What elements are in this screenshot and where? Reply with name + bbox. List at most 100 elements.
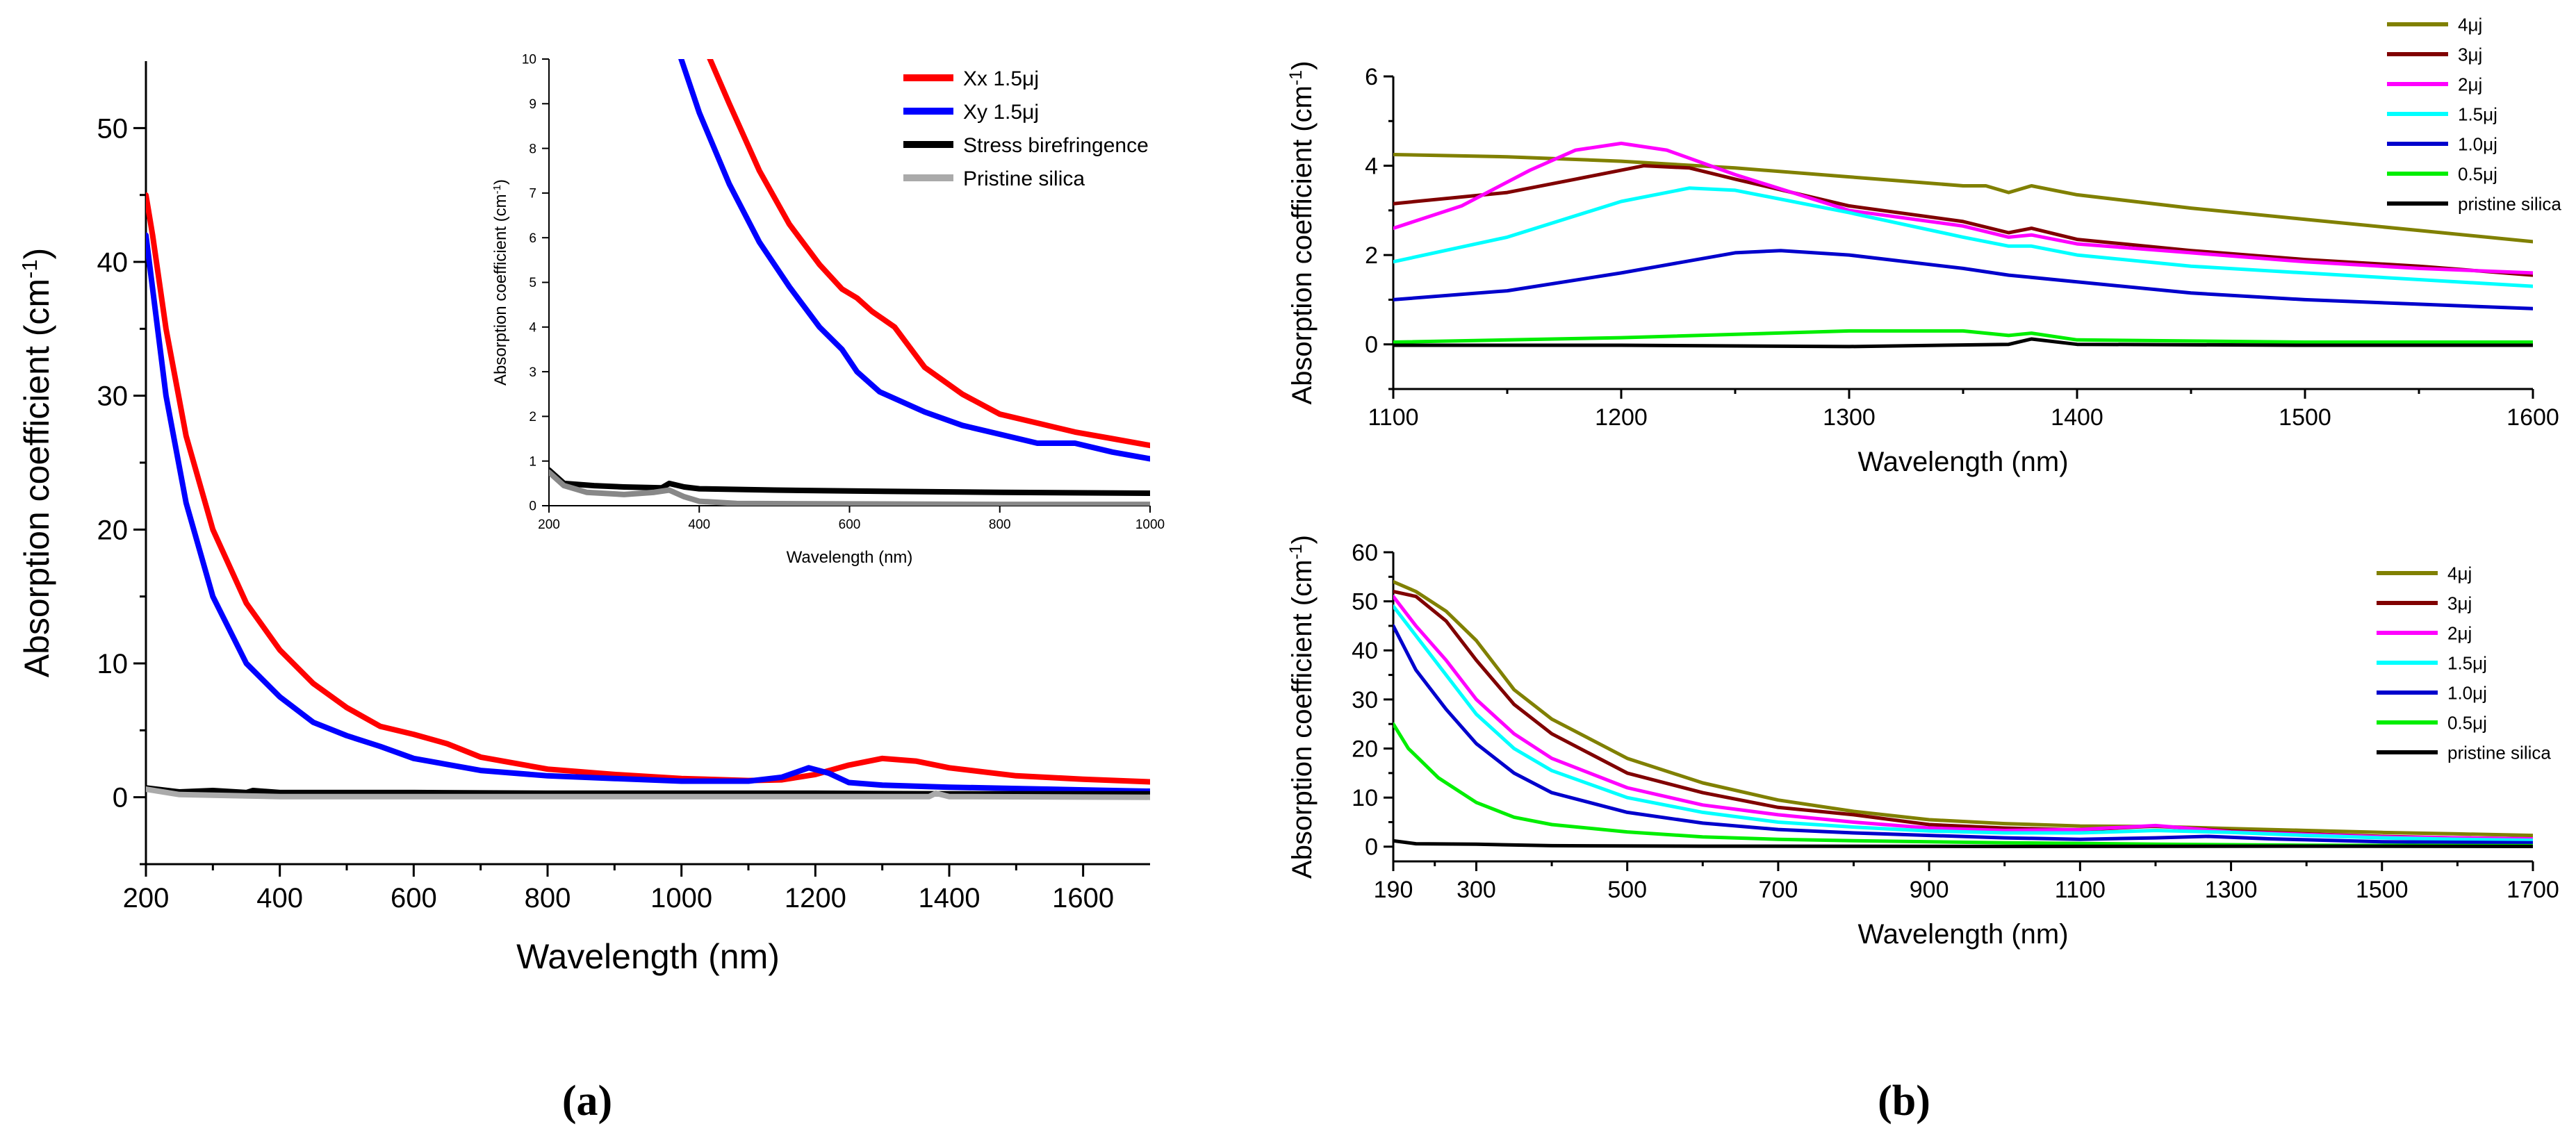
x-tick-label: 1600: [2507, 404, 2559, 431]
x-tick-label: 800: [525, 883, 571, 913]
panel-label-a: (a): [562, 1077, 612, 1125]
x-tick-label: 1500: [2279, 404, 2331, 431]
y-tick-label: 4: [529, 320, 536, 335]
series-line-xx-1-5-j: [146, 192, 1150, 785]
y-tick-label: 50: [1352, 589, 1378, 615]
y-tick-label: 0: [1365, 332, 1378, 358]
x-tick-label: 1100: [2055, 877, 2106, 903]
legend: 4μj 3μj 2μj 1.5μj 1.0μj 0.5μj pristine silica: [2377, 563, 2551, 763]
y-axis-title: Absorption coefficient (cm-1): [491, 179, 511, 386]
y-tick-label: 20: [97, 515, 129, 545]
series-line-0-5-j: [1393, 329, 2533, 344]
y-tick-label: 20: [1352, 736, 1378, 762]
y-axis-title: Absorption coefficient (cm-1): [1286, 60, 1318, 404]
y-tick-label: 40: [1352, 638, 1378, 664]
x-tick-label: 1000: [1135, 518, 1165, 532]
series-line-xy-1-5-j: [146, 232, 1150, 794]
y-axis-title: Absorption coefficient (cm-1): [17, 248, 57, 678]
legend-label: pristine silica: [2447, 742, 2551, 763]
legend-label: 3μj: [2458, 44, 2482, 65]
x-tick-label: 600: [391, 883, 437, 913]
y-tick-label: 8: [529, 142, 536, 156]
legend-label: pristine silica: [2458, 193, 2561, 214]
y-tick-label: 2: [529, 410, 536, 424]
x-tick-label: 1700: [2507, 877, 2559, 903]
legend-label: 2μj: [2458, 74, 2482, 94]
series-line-pristine-silica: [1393, 337, 2533, 349]
x-tick-label: 1300: [1823, 404, 1876, 431]
series-line-4-j: [1393, 579, 2533, 838]
series-line-3-j: [1393, 164, 2533, 277]
x-tick-label: 200: [123, 883, 170, 913]
legend: Xx 1.5μj Xy 1.5μj Stress birefringence Pris…: [903, 67, 1149, 190]
y-tick-label: 30: [1352, 687, 1378, 713]
y-tick-label: 10: [1352, 785, 1378, 811]
x-tick-label: 900: [1910, 877, 1949, 903]
y-tick-label: 7: [529, 187, 536, 201]
series-line-1-5-j: [1393, 604, 2533, 843]
x-axis-title: Wavelength (nm): [1857, 447, 2068, 477]
legend-label: 0.5μj: [2447, 712, 2487, 733]
legend-label: 1.5μj: [2458, 104, 2497, 124]
series-line-2-j: [1393, 595, 2533, 841]
series-line-stress-birefringence: [549, 467, 1150, 496]
series-line-3-j: [1393, 590, 2533, 841]
series-line-xx-1-5-j: [707, 59, 1150, 449]
y-tick-label: 10: [97, 649, 129, 679]
y-axis-title: Absorption coefficient (cm-1): [1286, 535, 1318, 879]
x-tick-label: 1400: [919, 883, 981, 913]
x-axis-title: Wavelength (nm): [516, 937, 780, 976]
chart-b-bottom: 190 300 500 700 900 1100 1300 1500 1700 0 10 20 30 40…: [1286, 535, 2559, 1125]
x-tick-label: 1500: [2356, 877, 2409, 903]
x-tick-label: 400: [688, 518, 710, 532]
x-tick-label: 200: [538, 518, 560, 532]
x-tick-label: 300: [1457, 877, 1496, 903]
legend-label: 3μj: [2447, 593, 2472, 613]
x-tick-label: 1200: [785, 883, 846, 913]
legend-label: Xy 1.5μj: [963, 101, 1039, 124]
legend-label: Xx 1.5μj: [963, 67, 1039, 90]
panel-label-b: (b): [1878, 1077, 1930, 1125]
y-tick-label: 4: [1365, 153, 1378, 179]
y-tick-label: 0: [529, 499, 536, 514]
series-line-stress-birefringence: [146, 785, 1150, 797]
x-tick-label: 1600: [1052, 883, 1114, 913]
legend-label: 1.5μj: [2447, 652, 2487, 673]
x-tick-label: 1400: [2051, 404, 2103, 431]
series-line-0-5-j: [1393, 722, 2533, 847]
y-tick-label: 5: [529, 276, 536, 290]
x-tick-label: 1100: [1368, 404, 1418, 431]
legend-label: 4μj: [2447, 563, 2472, 584]
x-tick-label: 400: [256, 883, 303, 913]
x-axis-title: Wavelength (nm): [787, 548, 913, 567]
chart-b-top: 1100 1200 1300 1400 1500 1600 0 2 4 6 Wavelength (…: [1286, 14, 2561, 477]
y-tick-label: 10: [522, 53, 536, 67]
x-tick-label: 700: [1759, 877, 1798, 903]
x-tick-label: 600: [839, 518, 861, 532]
series-line-1-5-j: [1393, 186, 2533, 288]
series-line-xy-1-5-j: [678, 59, 1150, 462]
series-line-1-0-j: [1393, 624, 2533, 845]
legend-label: 1.0μj: [2447, 682, 2487, 703]
legend-label: 0.5μj: [2458, 163, 2497, 184]
y-tick-label: 40: [97, 247, 129, 278]
chart-a: 200 400 600 800 1000 1200 1400 160001020304050W…: [17, 61, 1150, 1125]
y-tick-label: 50: [97, 113, 129, 144]
chart-a-inset: 200 400 600 800 1000 0 1 2 3 4 5 6 7 8 9 10 Wavelength (…: [491, 53, 1165, 567]
legend: 4μj 3μj 2μj 1.5μj 1.0μj 0.5μj pristine silica: [2387, 14, 2561, 214]
legend-label: 2μj: [2447, 622, 2472, 643]
y-tick-label: 60: [1352, 540, 1378, 566]
x-tick-label: 1200: [1595, 404, 1648, 431]
x-tick-label: 190: [1374, 877, 1413, 903]
series-line-1-0-j: [1393, 249, 2533, 311]
series-line-pristine-silica: [1393, 838, 2533, 848]
y-tick-label: 6: [529, 231, 536, 246]
legend-label: 4μj: [2458, 14, 2482, 35]
series-line-4-j: [1393, 153, 2533, 244]
y-tick-label: 30: [97, 381, 129, 412]
x-tick-label: 500: [1607, 877, 1647, 903]
series-line-pristine-silica: [549, 469, 1150, 506]
y-tick-label: 6: [1365, 64, 1378, 90]
x-tick-label: 1300: [2205, 877, 2258, 903]
x-tick-label: 800: [989, 518, 1011, 532]
